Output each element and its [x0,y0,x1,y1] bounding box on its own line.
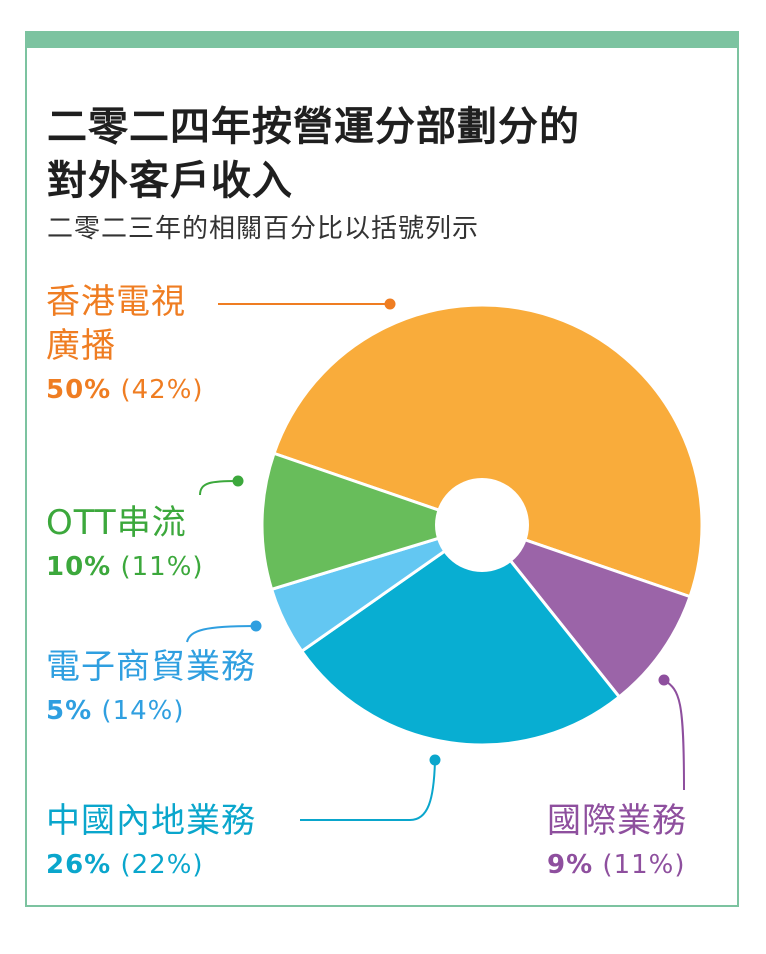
label-mainland-value: 26% [46,850,112,880]
leader-line-ott [199,480,239,496]
leader-line-ecommerce [186,625,257,643]
chart-subtitle: 二零二三年的相關百分比以括號列示 [47,214,480,244]
label-international-previous: (11%) [602,850,686,880]
label-ecommerce-value: 5% [46,696,93,726]
label-international-value: 9% [547,850,594,880]
label-hk-tv: 香港電視廣播 50% (42%) [46,280,216,408]
label-mainland-name: 中國內地業務 [46,801,256,841]
leader-dot-ott [232,475,244,487]
pie-slice-mainland [299,522,622,747]
donut-hole [435,478,529,572]
label-ott-previous: (11%) [120,552,204,582]
leader-dot-international [658,674,670,686]
title-line-1: 二零二四年按營運分部劃分的 [47,104,580,150]
label-ott: OTT串流 10% (11%) [46,501,204,585]
pie-slice-ott [260,451,487,592]
label-hk-tv-previous: (42%) [120,375,204,405]
label-mainland: 中國內地業務 26% (22%) [46,799,256,883]
pie-slice-hk-tv [272,303,704,599]
leader-line-international [663,679,685,791]
chart-title: 二零二四年按營運分部劃分的 對外客戶收入 [47,100,687,208]
leader-dot-hk-tv [384,298,396,310]
label-international: 國際業務 9% (11%) [547,799,687,883]
label-ott-name: OTT串流 [46,503,187,543]
leader-dot-ecommerce [250,620,262,632]
label-hk-tv-value: 50% [46,375,112,405]
leader-dot-mainland [429,754,441,766]
leader-line-mainland [300,759,436,821]
label-ecommerce-name: 電子商貿業務 [46,647,256,687]
header-bar [25,31,739,48]
pie-slice-international [477,521,692,700]
title-line-2: 對外客戶收入 [47,158,293,204]
label-ecommerce: 電子商貿業務 5% (14%) [46,645,256,729]
label-mainland-previous: (22%) [120,850,204,880]
label-international-name: 國際業務 [547,801,687,841]
label-hk-tv-name: 香港電視廣播 [46,282,186,366]
label-ott-value: 10% [46,552,112,582]
label-ecommerce-previous: (14%) [101,696,185,726]
